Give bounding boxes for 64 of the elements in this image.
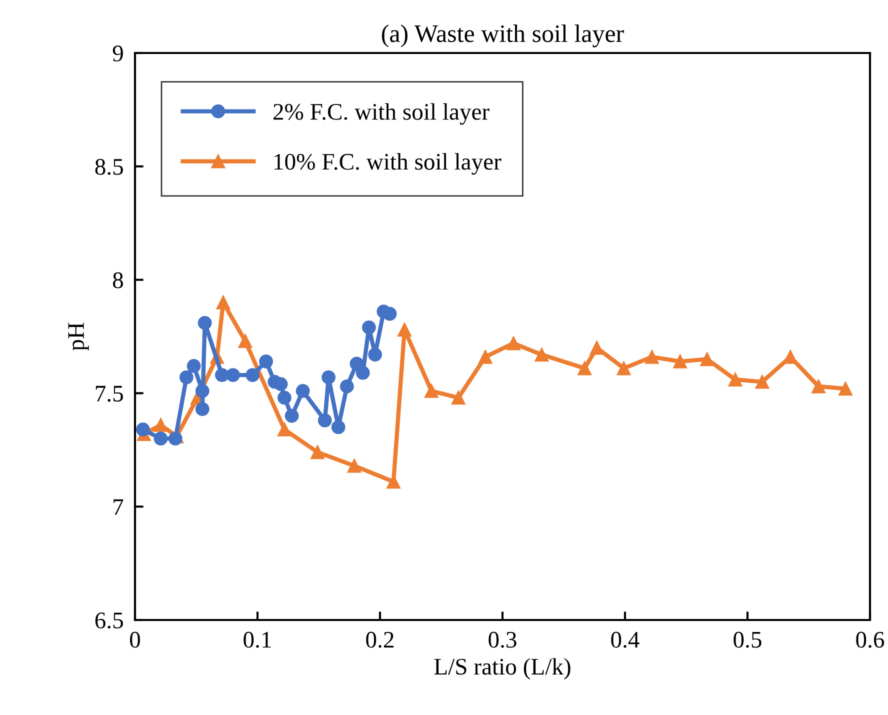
point xyxy=(700,352,714,366)
point xyxy=(168,432,182,446)
y-tick-label: 6.5 xyxy=(95,612,123,629)
point xyxy=(259,354,274,368)
point xyxy=(728,372,742,387)
point xyxy=(590,340,604,355)
y-axis-title: pH xyxy=(68,322,89,351)
point xyxy=(296,384,310,398)
point xyxy=(274,377,288,392)
point xyxy=(645,350,659,364)
y-tick-label: 7.5 xyxy=(96,386,123,402)
point xyxy=(278,422,292,436)
x-axis-title: L/S ratio (L/k) xyxy=(434,658,570,680)
point xyxy=(424,384,438,398)
x-tick-label: 0.4 xyxy=(611,632,640,648)
point xyxy=(340,379,354,394)
point xyxy=(216,296,230,310)
y-tick-label: 7 xyxy=(114,499,124,515)
point xyxy=(755,374,770,389)
point xyxy=(322,370,336,384)
point xyxy=(506,336,520,350)
x-tick-label: 0 xyxy=(130,632,140,648)
point xyxy=(478,350,492,364)
x-tick-label: 0.6 xyxy=(856,632,884,648)
point xyxy=(195,384,210,398)
y-tick-label: 8 xyxy=(112,272,123,288)
point xyxy=(451,390,466,405)
point xyxy=(215,368,229,382)
point xyxy=(154,432,168,446)
point xyxy=(246,368,260,382)
point xyxy=(838,382,852,396)
x-tick-label: 0.2 xyxy=(366,632,394,648)
point xyxy=(180,370,194,384)
point xyxy=(238,334,252,348)
legend-label: 2% F.C. with soil layer xyxy=(274,103,490,125)
point xyxy=(368,348,382,362)
point xyxy=(226,368,240,382)
point xyxy=(616,361,631,376)
y-tick-label: 8.5 xyxy=(95,158,123,175)
point xyxy=(534,348,549,362)
x-tick-label: 0.5 xyxy=(734,632,762,648)
point xyxy=(382,306,397,321)
point xyxy=(284,408,299,423)
chart-title: (a) Waste with soil layer xyxy=(382,24,624,48)
point xyxy=(812,379,826,394)
x-tick-label: 0.1 xyxy=(244,632,271,648)
point xyxy=(578,361,592,376)
point xyxy=(198,316,212,330)
point xyxy=(673,354,688,368)
point xyxy=(136,422,150,436)
point xyxy=(186,359,201,373)
point xyxy=(310,445,324,460)
point xyxy=(398,322,412,337)
legend-label: 10% F.C. with soil layer xyxy=(274,153,502,175)
point xyxy=(195,402,210,416)
x-tick-label: 0.3 xyxy=(488,632,516,648)
point xyxy=(356,366,370,380)
point xyxy=(154,418,168,432)
point xyxy=(347,458,362,473)
point xyxy=(278,390,292,405)
point xyxy=(318,413,332,428)
point xyxy=(362,320,376,334)
y-tick-label: 9 xyxy=(112,46,123,62)
point xyxy=(331,420,346,434)
